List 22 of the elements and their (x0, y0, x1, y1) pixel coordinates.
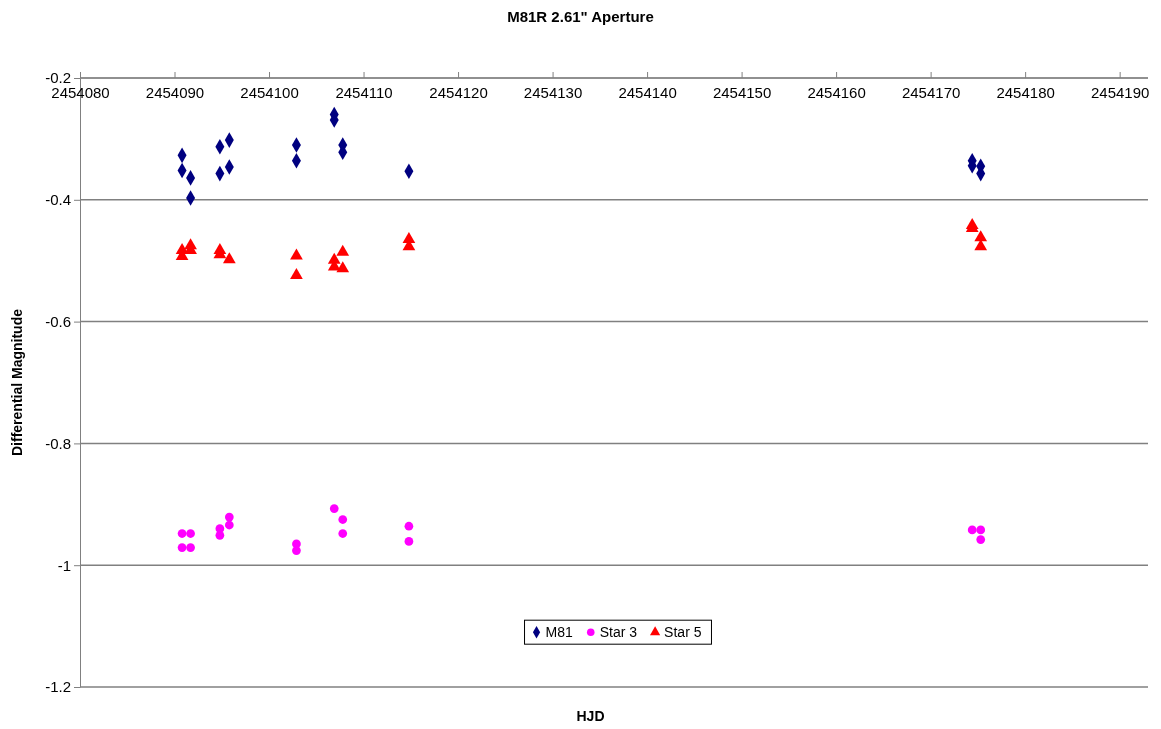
x-tick-label: 2454090 (145, 83, 205, 101)
x-tick-label: 2454190 (1090, 83, 1150, 101)
y-tick-label: -1 (57, 556, 71, 574)
y-axis-title: Differential Magnitude (9, 308, 25, 457)
y-tick-label: -0.6 (45, 312, 71, 330)
x-tick-label: 2454150 (712, 83, 772, 101)
legend-label: M81 (545, 624, 573, 641)
legend-label: Star 3 (599, 624, 638, 641)
x-tick-label: 2454160 (807, 83, 866, 101)
x-tick-label: 2454180 (996, 83, 1055, 101)
y-tick-label: -0.8 (45, 434, 71, 452)
x-tick-label: 2454120 (429, 83, 488, 101)
y-tick-label: -0.4 (45, 191, 71, 209)
x-tick-label: 2454140 (618, 83, 677, 101)
x-tick-label: 2454100 (240, 83, 299, 101)
x-tick-label: 2454110 (335, 83, 393, 101)
x-axis-title: HJD (576, 708, 605, 724)
y-tick-label: -1.2 (45, 678, 71, 696)
x-tick-label: 2454170 (901, 83, 961, 101)
chart-title: M81R 2.61" Aperture (507, 8, 654, 25)
x-tick-label: 2454130 (523, 83, 583, 101)
legend-label: Star 5 (664, 624, 702, 641)
